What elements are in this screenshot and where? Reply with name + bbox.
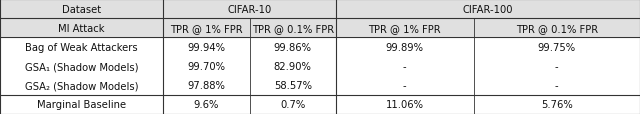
Text: Bag of Weak Attackers: Bag of Weak Attackers [26, 43, 138, 52]
Bar [0, 0, 640, 19]
Text: -: - [555, 81, 559, 90]
Text: 99.70%: 99.70% [188, 62, 225, 71]
Text: 97.88%: 97.88% [188, 81, 225, 90]
Text: 9.6%: 9.6% [194, 100, 219, 109]
Text: 5.76%: 5.76% [541, 100, 573, 109]
Text: -: - [555, 62, 559, 71]
Text: -: - [403, 62, 406, 71]
Bar [0, 76, 640, 95]
Bar [0, 19, 640, 38]
Text: TPR @ 0.1% FPR: TPR @ 0.1% FPR [252, 24, 334, 33]
Text: TPR @ 0.1% FPR: TPR @ 0.1% FPR [516, 24, 598, 33]
Text: CIFAR-10: CIFAR-10 [227, 5, 272, 14]
Text: GSA₂ (Shadow Models): GSA₂ (Shadow Models) [25, 81, 138, 90]
Text: Dataset: Dataset [62, 5, 101, 14]
Text: -: - [403, 81, 406, 90]
Text: CIFAR-100: CIFAR-100 [463, 5, 513, 14]
Text: 99.75%: 99.75% [538, 43, 576, 52]
Text: TPR @ 1% FPR: TPR @ 1% FPR [369, 24, 441, 33]
Text: 99.89%: 99.89% [386, 43, 424, 52]
Text: GSA₁ (Shadow Models): GSA₁ (Shadow Models) [25, 62, 138, 71]
Text: TPR @ 1% FPR: TPR @ 1% FPR [170, 24, 243, 33]
Bar [0, 95, 640, 114]
Text: 11.06%: 11.06% [386, 100, 424, 109]
Text: 58.57%: 58.57% [274, 81, 312, 90]
Bar [0, 38, 640, 57]
Bar [0, 57, 640, 76]
Text: 82.90%: 82.90% [274, 62, 312, 71]
Text: MI Attack: MI Attack [58, 24, 105, 33]
Text: Marginal Baseline: Marginal Baseline [37, 100, 126, 109]
Text: 0.7%: 0.7% [280, 100, 305, 109]
Text: 99.86%: 99.86% [274, 43, 312, 52]
Text: 99.94%: 99.94% [188, 43, 225, 52]
